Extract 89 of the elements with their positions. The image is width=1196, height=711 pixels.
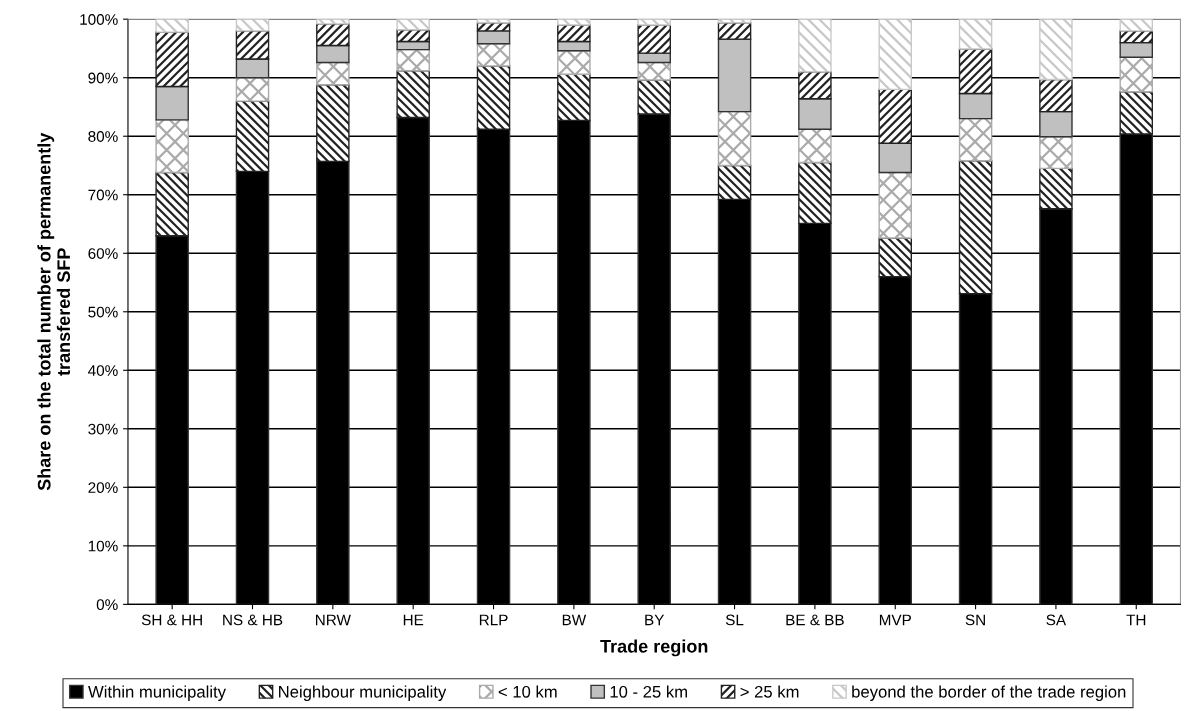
bar [798, 71, 832, 100]
bar [878, 88, 913, 144]
bar [155, 31, 189, 88]
x-tick-label: BE & BB [786, 614, 844, 626]
bar [878, 19, 913, 91]
y-tick-label: 80% [88, 131, 118, 142]
x-tick-label: NS & HB [223, 614, 283, 626]
bar [637, 19, 671, 26]
bar [476, 43, 511, 67]
bar [717, 164, 752, 201]
bar [557, 73, 591, 122]
y-tick-label: 40% [88, 365, 118, 376]
bar [878, 237, 913, 278]
x-tick-label: TH [1126, 614, 1146, 626]
bar [1039, 136, 1073, 170]
bar [798, 128, 832, 164]
x-tick-label: SL [725, 614, 744, 626]
bar [476, 65, 511, 130]
legend-label: beyond the border of the trade region [852, 685, 1126, 701]
bar [235, 30, 270, 60]
bar [1119, 41, 1154, 58]
bar [476, 22, 511, 32]
bar [878, 142, 913, 174]
bar [798, 161, 832, 225]
bar [958, 160, 993, 295]
y-tick-label: 20% [88, 482, 118, 494]
x-tick-label: SA [1046, 614, 1067, 626]
bar [637, 61, 671, 81]
bar [717, 38, 752, 113]
bar [1039, 78, 1073, 113]
bar [798, 98, 832, 130]
bar [1039, 167, 1073, 210]
bar [155, 19, 189, 33]
x-tick-label: SN [965, 614, 985, 626]
bar [717, 110, 752, 167]
bar [958, 48, 993, 95]
bar [316, 23, 350, 47]
y-tick-label: 90% [88, 72, 118, 84]
bar [637, 24, 671, 54]
bar [235, 19, 270, 32]
y-tick-label: 50% [88, 306, 118, 318]
bar [557, 24, 591, 43]
y-tick-label: 70% [88, 189, 118, 201]
bar [155, 85, 189, 121]
bar [396, 48, 430, 72]
bar [637, 79, 671, 115]
y-tick-label: 0% [96, 599, 118, 611]
bar [155, 171, 189, 237]
legend-label: > 25 km [740, 685, 799, 698]
bar [1119, 19, 1154, 32]
bar [1119, 56, 1154, 93]
x-tick-label: RLP [479, 614, 508, 626]
legend-label: Neighbour municipality [279, 685, 447, 701]
x-tick-label: NRW [315, 614, 351, 626]
bar [878, 171, 913, 239]
bar [396, 69, 430, 119]
bar [557, 19, 591, 26]
y-tick-label: 60% [88, 248, 118, 259]
y-tick-label: 10% [88, 540, 118, 552]
bar [1039, 19, 1073, 81]
bar [958, 117, 993, 162]
bar [958, 19, 993, 50]
legend-label: < 10 km [498, 685, 557, 698]
x-tick-label: BW [562, 614, 587, 626]
bar [1119, 91, 1154, 135]
y-tick-label: 30% [88, 423, 118, 435]
bar [557, 50, 591, 75]
legend-label: Within municipality [88, 685, 226, 701]
bar [798, 19, 832, 73]
bar [396, 19, 430, 31]
bar [316, 84, 350, 163]
bar [155, 119, 189, 174]
x-tick-label: BY [645, 614, 665, 626]
bar [316, 19, 350, 25]
bar [717, 22, 752, 40]
y-tick-label: 100% [80, 14, 118, 25]
x-tick-label: SH & HH [141, 614, 202, 626]
x-axis-title: Trade region [600, 639, 708, 657]
x-tick-label: HE [403, 614, 424, 626]
bar [1039, 110, 1073, 138]
x-tick-label: MVP [879, 614, 911, 626]
bar [235, 100, 270, 173]
bar [958, 92, 993, 120]
legend-label: 10 - 25 km [610, 685, 687, 698]
bar [316, 44, 350, 64]
bar [396, 29, 430, 43]
y-axis-title: Share on the total number of permanently transfered SFP [37, 132, 71, 491]
bar [316, 61, 350, 86]
bar [235, 77, 270, 102]
